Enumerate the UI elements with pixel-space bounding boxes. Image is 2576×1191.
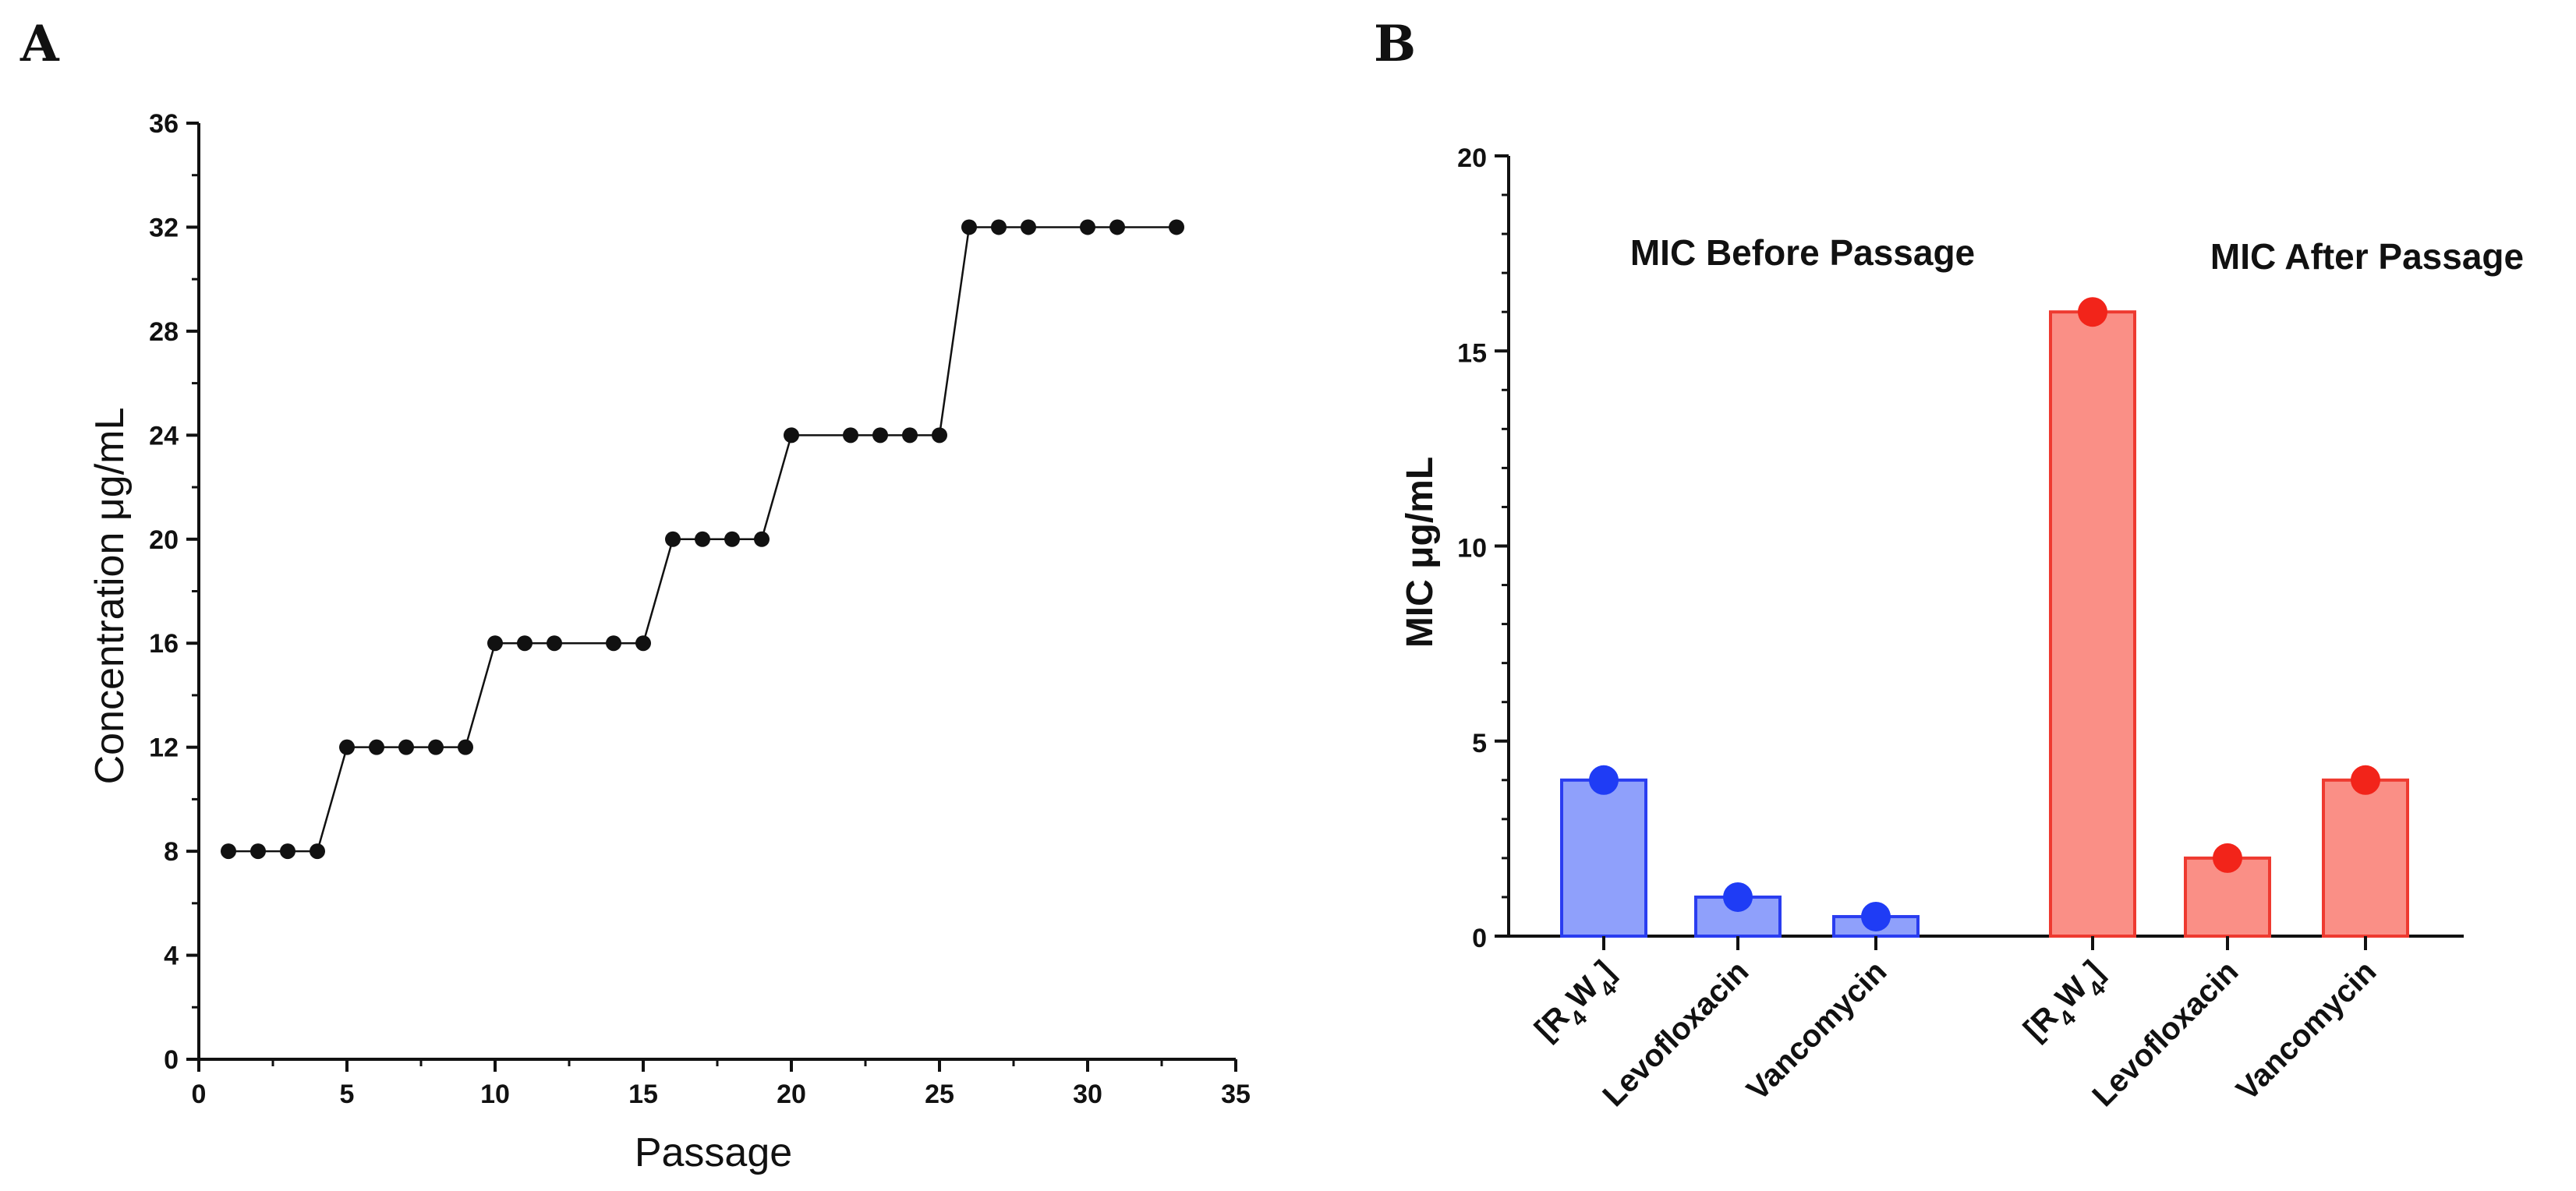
y-tick-label: 12 — [149, 733, 179, 763]
data-point — [280, 843, 295, 860]
data-point — [1021, 219, 1036, 235]
data-point — [606, 635, 621, 652]
data-point — [872, 427, 888, 444]
data-point — [547, 635, 562, 652]
panel-b-bar-chart: 0 5 10 15 20 MIC μg/mL MIC Before Passage [R4W4… — [1399, 143, 2524, 1113]
y-tick-label: 0 — [1472, 924, 1487, 953]
x-tick-label: 5 — [340, 1080, 355, 1109]
y-tick-label: 20 — [149, 525, 179, 555]
data-point — [310, 843, 325, 860]
data-point — [961, 219, 977, 235]
bar-value-dot — [2078, 297, 2107, 327]
y-tick-label: 20 — [1457, 143, 1487, 173]
x-tick-label: 35 — [1221, 1080, 1251, 1109]
y-tick-label: 0 — [164, 1045, 179, 1075]
x-axis-title: Passage — [635, 1130, 792, 1175]
y-tick-label: 8 — [164, 837, 179, 867]
y-tick-label: 16 — [149, 629, 179, 659]
category-label-text: Vancomycin — [1740, 954, 1893, 1107]
data-point — [991, 219, 1007, 235]
data-point — [339, 739, 355, 755]
data-point — [428, 739, 444, 755]
y-tick-label: 10 — [1457, 534, 1487, 564]
x-tick-label: 15 — [628, 1080, 658, 1109]
bar — [2049, 310, 2136, 938]
bar-value-dot — [1723, 882, 1753, 912]
panel-b-letter: B — [1374, 15, 1416, 73]
category-label-part: [R — [2017, 999, 2065, 1047]
bar-value-dot — [1861, 901, 1891, 931]
x-tick-label: 25 — [925, 1080, 954, 1109]
data-point — [369, 739, 384, 755]
y-axis-title: Concentration μg/mL — [87, 408, 133, 785]
data-point — [724, 531, 740, 547]
category-label-text: Vancomycin — [2230, 954, 2383, 1107]
x-tick-label: 20 — [777, 1080, 806, 1109]
category-label-part: [R — [1528, 999, 1576, 1047]
category-label-part: W — [2049, 970, 2094, 1016]
bar-value-dot — [2351, 765, 2380, 795]
category-label: Levofloxacin — [2086, 954, 2245, 1113]
data-point — [487, 635, 503, 652]
bar — [1560, 778, 1647, 938]
x-tick-label: 30 — [1073, 1080, 1102, 1109]
data-point — [695, 531, 710, 547]
category-label: [R4W4] — [2017, 954, 2117, 1054]
panel-a-line-chart: 0 4 8 12 16 20 24 28 32 36 0 5 10 15 20 25 30 35 Passage Co… — [87, 109, 1251, 1175]
data-point — [635, 635, 651, 652]
category-label: Vancomycin — [2230, 954, 2383, 1107]
y-tick-label: 28 — [149, 317, 179, 347]
group-label: MIC Before Passage — [1630, 232, 1975, 273]
data-point — [1080, 219, 1095, 235]
data-point — [843, 427, 858, 444]
category-label-part: W — [1560, 970, 1605, 1016]
panel-a-letter: A — [19, 15, 60, 73]
data-point — [902, 427, 918, 444]
y-tick-label: 36 — [149, 109, 179, 139]
data-point — [784, 427, 799, 444]
data-point — [517, 635, 533, 652]
data-point — [250, 843, 266, 860]
y-tick-label: 24 — [149, 421, 179, 451]
data-point — [1169, 219, 1184, 235]
data-point — [1109, 219, 1125, 235]
bar-group: MIC After Passage [R4W4]LevofloxacinVanco… — [2017, 236, 2524, 1113]
data-point — [932, 427, 947, 444]
data-point — [221, 843, 236, 860]
data-point — [458, 739, 473, 755]
y-axis-title: MIC μg/mL — [1399, 457, 1441, 648]
category-label: Vancomycin — [1740, 954, 1893, 1107]
y-tick-label: 4 — [164, 942, 179, 971]
x-tick-label: 0 — [192, 1080, 207, 1109]
data-point — [754, 531, 770, 547]
y-tick-label: 15 — [1457, 338, 1487, 368]
category-label-text: Levofloxacin — [2086, 954, 2245, 1113]
x-tick-label: 10 — [480, 1080, 510, 1109]
bar-value-dot — [2213, 843, 2242, 873]
category-label: [R4W4] — [1528, 954, 1628, 1054]
bar-value-dot — [1589, 765, 1619, 795]
data-point — [398, 739, 414, 755]
data-point — [665, 531, 681, 547]
bar-group: MIC Before Passage[R4W4]LevofloxacinVanc… — [1528, 232, 1975, 1113]
y-tick-label: 32 — [149, 213, 179, 242]
group-label: MIC After Passage — [2210, 236, 2524, 277]
y-tick-label: 5 — [1472, 729, 1487, 758]
bar — [2322, 778, 2409, 938]
